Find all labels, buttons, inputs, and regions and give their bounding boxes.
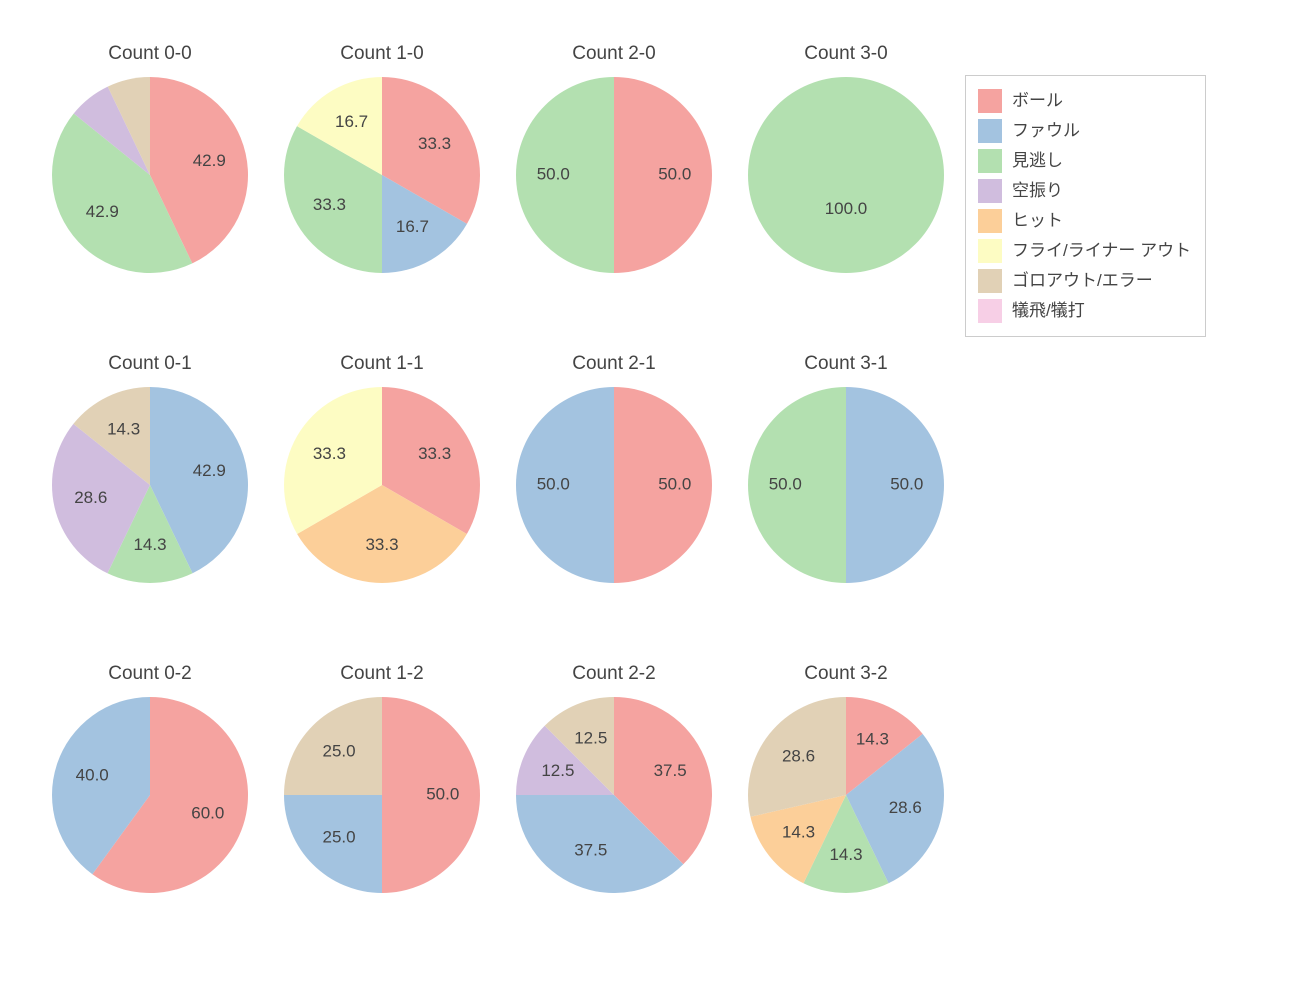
legend-item: ヒット <box>978 206 1191 236</box>
pie-svg: 42.9 14.3 28.6 14.3 <box>52 387 248 583</box>
pie-chart: Count 2-237.537.512.512.5 <box>516 697 712 893</box>
pie-svg: 50.0 25.0 25.0 <box>284 697 480 893</box>
pie-chart: Count 0-260.040.0 <box>52 697 248 893</box>
legend-item: 犠飛/犠打 <box>978 296 1191 326</box>
pie-svg: 42.9 42.9 <box>52 77 248 273</box>
legend-swatch <box>978 119 1002 143</box>
slice-label: 50.0 <box>537 474 570 493</box>
slice-label: 33.3 <box>313 195 346 214</box>
legend-item: 見逃し <box>978 146 1191 176</box>
pie-chart: Count 3-214.328.614.314.328.6 <box>748 697 944 893</box>
pie-title: Count 0-1 <box>52 353 248 375</box>
pie-svg: 33.3 16.7 33.3 16.7 <box>284 77 480 273</box>
slice-label: 14.3 <box>829 845 862 864</box>
slice-label: 60.0 <box>191 803 224 822</box>
pie-chart: Count 2-150.050.0 <box>516 387 712 583</box>
legend-label: ゴロアウト/エラー <box>1012 266 1153 296</box>
pie-title: Count 3-0 <box>748 43 944 65</box>
slice-label: 100.0 <box>825 199 868 218</box>
slice-label: 28.6 <box>889 798 922 817</box>
slice-label: 33.3 <box>418 134 451 153</box>
pie-svg: 100.0 <box>748 77 944 273</box>
slice-label: 50.0 <box>658 474 691 493</box>
slice-label: 12.5 <box>541 761 574 780</box>
slice-label: 33.3 <box>365 535 398 554</box>
pie-title: Count 2-0 <box>516 43 712 65</box>
pie-svg: 37.5 37.5 12.512.5 <box>516 697 712 893</box>
legend-label: ヒット <box>1012 206 1063 236</box>
slice-label: 33.3 <box>313 444 346 463</box>
pie-svg: 50.0 50.0 <box>516 387 712 583</box>
legend-item: ファウル <box>978 116 1191 146</box>
pie-chart: Count 2-050.050.0 <box>516 77 712 273</box>
pie-chart: Count 3-0100.0 <box>748 77 944 273</box>
legend-label: 犠飛/犠打 <box>1012 296 1085 326</box>
legend: ボールファウル見逃し空振りヒットフライ/ライナー アウトゴロアウト/エラー犠飛/… <box>965 75 1206 337</box>
legend-swatch <box>978 299 1002 323</box>
slice-label: 50.0 <box>769 474 802 493</box>
pie-title: Count 2-1 <box>516 353 712 375</box>
slice-label: 28.6 <box>74 488 107 507</box>
legend-swatch <box>978 179 1002 203</box>
pie-title: Count 0-2 <box>52 663 248 685</box>
slice-label: 50.0 <box>537 164 570 183</box>
legend-swatch <box>978 239 1002 263</box>
slice-label: 28.6 <box>782 747 815 766</box>
slice-label: 42.9 <box>86 202 119 221</box>
slice-label: 14.3 <box>856 730 889 749</box>
pie-slice <box>748 77 944 273</box>
legend-item: ボール <box>978 86 1191 116</box>
slice-label: 14.3 <box>107 420 140 439</box>
legend-swatch <box>978 149 1002 173</box>
pie-chart: Count 0-142.914.328.614.3 <box>52 387 248 583</box>
slice-label: 50.0 <box>890 474 923 493</box>
legend-swatch <box>978 209 1002 233</box>
pie-chart: Count 1-033.316.733.316.7 <box>284 77 480 273</box>
slice-label: 16.7 <box>335 112 368 131</box>
legend-item: ゴロアウト/エラー <box>978 266 1191 296</box>
slice-label: 14.3 <box>133 535 166 554</box>
pie-title: Count 2-2 <box>516 663 712 685</box>
pie-title: Count 3-2 <box>748 663 944 685</box>
slice-label: 37.5 <box>574 841 607 860</box>
pie-svg: 50.0 50.0 <box>516 77 712 273</box>
pie-svg: 14.3 28.6 14.3 14.3 28.6 <box>748 697 944 893</box>
pie-svg: 60.0 40.0 <box>52 697 248 893</box>
pie-title: Count 1-1 <box>284 353 480 375</box>
slice-label: 37.5 <box>654 761 687 780</box>
legend-label: ボール <box>1012 86 1063 116</box>
pie-chart: Count 0-042.942.9 <box>52 77 248 273</box>
slice-label: 33.3 <box>418 444 451 463</box>
slice-label: 12.5 <box>574 728 607 747</box>
pie-title: Count 3-1 <box>748 353 944 375</box>
slice-label: 50.0 <box>658 164 691 183</box>
legend-label: ファウル <box>1012 116 1080 146</box>
slice-label: 42.9 <box>193 151 226 170</box>
pie-title: Count 0-0 <box>52 43 248 65</box>
pie-svg: 33.3 33.3 33.3 <box>284 387 480 583</box>
legend-item: 空振り <box>978 176 1191 206</box>
legend-label: 見逃し <box>1012 146 1063 176</box>
legend-label: 空振り <box>1012 176 1063 206</box>
pie-title: Count 1-2 <box>284 663 480 685</box>
slice-label: 16.7 <box>396 217 429 236</box>
slice-label: 25.0 <box>322 742 355 761</box>
legend-label: フライ/ライナー アウト <box>1012 236 1191 266</box>
legend-swatch <box>978 269 1002 293</box>
pie-chart: Count 1-250.025.025.0 <box>284 697 480 893</box>
slice-label: 42.9 <box>193 461 226 480</box>
pie-chart: Count 3-150.050.0 <box>748 387 944 583</box>
pie-title: Count 1-0 <box>284 43 480 65</box>
chart-grid: Count 0-0 42.9 42.9 Count 1-0 33.3 16.7 33.3 16… <box>0 0 1300 1000</box>
pie-svg: 50.0 50.0 <box>748 387 944 583</box>
legend-swatch <box>978 89 1002 113</box>
slice-label: 14.3 <box>782 822 815 841</box>
slice-label: 25.0 <box>322 827 355 846</box>
slice-label: 40.0 <box>76 766 109 785</box>
pie-chart: Count 1-133.333.333.3 <box>284 387 480 583</box>
slice-label: 50.0 <box>426 784 459 803</box>
legend-item: フライ/ライナー アウト <box>978 236 1191 266</box>
